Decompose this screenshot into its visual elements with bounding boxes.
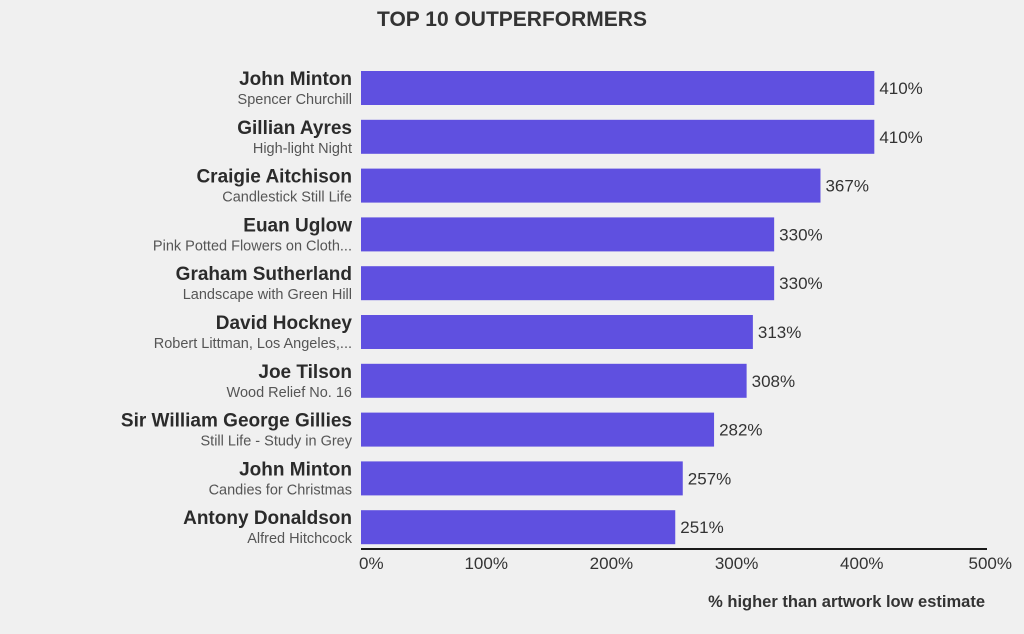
bar — [361, 119, 875, 154]
x-axis-label: % higher than artwork low estimate — [708, 593, 985, 611]
artwork-label: Alfred Hitchcock — [247, 531, 353, 547]
bar — [361, 412, 715, 447]
artist-label: Antony Donaldson — [183, 508, 352, 529]
artist-label: Euan Uglow — [243, 215, 352, 236]
bar-value-label: 367% — [825, 177, 868, 196]
x-tick-label: 400% — [840, 554, 883, 573]
x-tick-label: 200% — [590, 554, 633, 573]
artist-label: Sir William George Gillies — [121, 411, 352, 432]
bar-value-label: 257% — [688, 469, 731, 488]
bar — [361, 266, 775, 301]
bar-value-label: 308% — [752, 372, 795, 391]
artist-label: David Hockney — [216, 313, 353, 334]
artist-label: John Minton — [239, 459, 352, 480]
artist-label: Graham Sutherland — [176, 264, 352, 285]
bar — [361, 217, 775, 252]
artwork-label: Spencer Churchill — [238, 92, 352, 108]
artwork-label: Landscape with Green Hill — [183, 287, 352, 303]
artwork-label: Robert Littman, Los Angeles,... — [154, 336, 352, 352]
chart-title: TOP 10 OUTPERFORMERS — [377, 8, 647, 31]
x-tick-label: 500% — [969, 554, 1012, 573]
artwork-label: Candies for Christmas — [209, 482, 352, 498]
artist-label: Gillian Ayres — [237, 118, 352, 139]
x-tick-label: 0% — [359, 554, 384, 573]
bar — [361, 315, 753, 349]
bar-value-label: 330% — [779, 274, 822, 293]
bars: John Minton Spencer Churchill 410% Gillian … — [121, 69, 923, 547]
bar — [361, 461, 683, 496]
artwork-label: Still Life - Study in Grey — [201, 434, 353, 450]
bar-value-label: 282% — [719, 421, 762, 440]
bar-value-label: 251% — [680, 518, 723, 537]
artist-label: Craigie Aitchison — [196, 167, 352, 188]
bar-value-label: 330% — [779, 225, 822, 244]
artwork-label: High-light Night — [253, 141, 352, 157]
x-tick-label: 300% — [715, 554, 758, 573]
artwork-label: Candlestick Still Life — [222, 190, 352, 206]
bar — [361, 168, 821, 203]
artwork-label: Pink Potted Flowers on Cloth... — [153, 238, 352, 254]
bar — [361, 363, 747, 398]
bar-value-label: 410% — [879, 79, 922, 98]
bar — [361, 510, 676, 545]
artwork-label: Wood Relief No. 16 — [227, 385, 352, 401]
artist-label: Joe Tilson — [258, 362, 352, 383]
x-tick-label: 100% — [464, 554, 507, 573]
x-axis-ticks: 0% 100% 200% 300% 400% 500% — [359, 554, 1012, 573]
artist-label: John Minton — [239, 69, 352, 90]
bar-value-label: 410% — [879, 128, 922, 147]
bar — [361, 71, 875, 105]
bar-value-label: 313% — [758, 323, 801, 342]
